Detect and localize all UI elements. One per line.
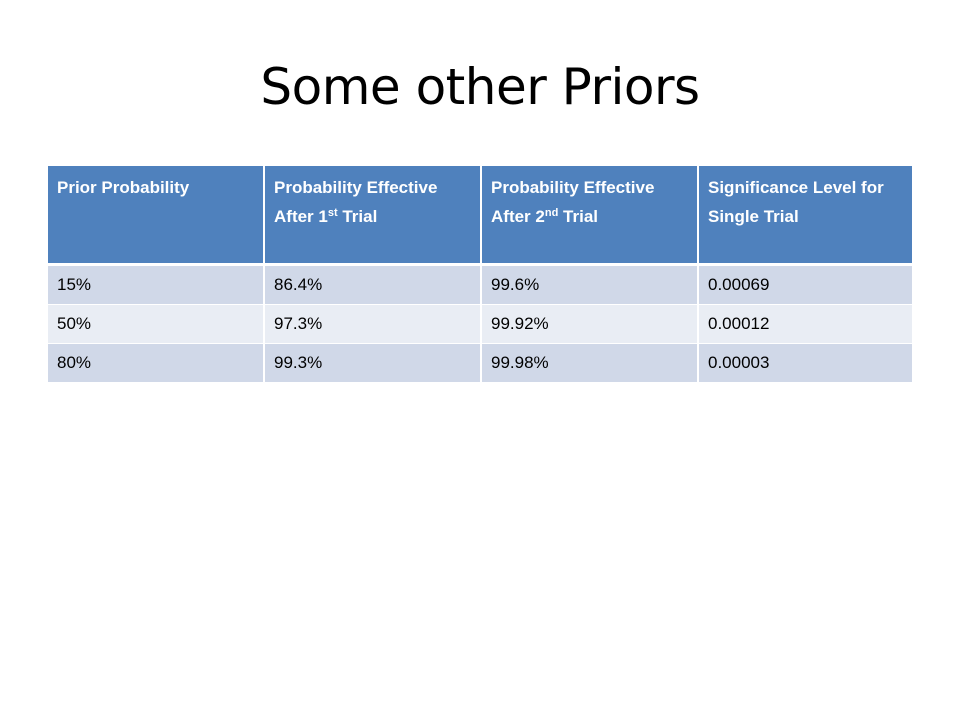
header-after-first-trial: Probability Effective After 1st Trial [264,166,482,266]
table-row: 50% 97.3% 99.92% 0.00012 [48,304,912,344]
cell-after-second: 99.92% [481,304,699,344]
cell-after-second: 99.98% [481,343,699,383]
slide-title: Some other Priors [260,58,700,116]
cell-significance: 0.00012 [698,304,912,344]
cell-after-second: 99.6% [481,264,699,305]
table-row: 15% 86.4% 99.6% 0.00069 [48,264,912,305]
cell-after-first: 99.3% [264,343,482,383]
table-row: 80% 99.3% 99.98% 0.00003 [48,343,912,383]
cell-after-first: 86.4% [264,264,482,305]
cell-prior: 15% [48,264,265,305]
priors-table: Prior Probability Probability Effective … [48,166,912,383]
header-prior-probability: Prior Probability [48,166,265,266]
cell-significance: 0.00003 [698,343,912,383]
header-after-second-trial: Probability Effective After 2nd Trial [481,166,699,266]
cell-prior: 50% [48,304,265,344]
cell-significance: 0.00069 [698,264,912,305]
header-significance-level: Significance Level for Single Trial [698,166,912,266]
cell-prior: 80% [48,343,265,383]
table-header-row: Prior Probability Probability Effective … [48,166,912,266]
cell-after-first: 97.3% [264,304,482,344]
